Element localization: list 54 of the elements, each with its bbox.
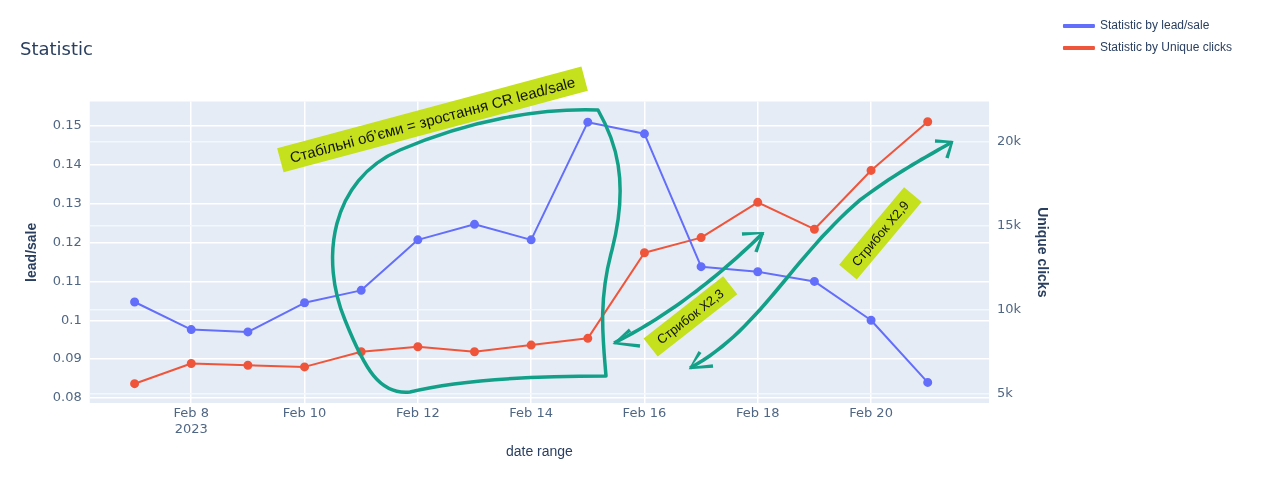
point [356, 285, 366, 295]
point [639, 129, 649, 139]
point [300, 362, 310, 372]
y-tick-label: 0.08 [52, 389, 82, 405]
point [866, 315, 876, 325]
x-tick-label: Feb 20 [849, 405, 893, 421]
x-tick-label: Feb 16 [622, 405, 667, 421]
point [753, 197, 763, 207]
point [186, 359, 196, 369]
point [130, 379, 140, 389]
point [243, 360, 253, 370]
y2-tick-label: 5k [997, 385, 1014, 401]
y-axis-title: lead/sale [23, 222, 40, 282]
point [696, 233, 706, 243]
point [526, 235, 536, 245]
y2-tick-label: 15k [997, 217, 1022, 233]
point [809, 276, 819, 286]
legend-label: Statistic by lead/sale [1099, 18, 1210, 33]
chart-title: Statistic [20, 38, 93, 60]
point [413, 235, 423, 245]
x-tick-label: Feb 14 [509, 405, 553, 421]
point [583, 117, 593, 127]
y2-tick-label: 20k [997, 133, 1022, 149]
y-tick-label: 0.14 [52, 156, 82, 172]
point [696, 262, 706, 272]
point [809, 224, 819, 234]
point [923, 117, 933, 127]
x-tick-label: Feb 18 [735, 405, 780, 421]
point [639, 248, 649, 258]
point [413, 342, 423, 352]
y-tick-label: 0.11 [52, 272, 82, 288]
point [866, 165, 876, 175]
point [923, 377, 933, 387]
point [753, 267, 763, 277]
y-tick-label: 0.1 [61, 311, 82, 327]
point [243, 327, 253, 337]
y-tick-label: 0.13 [52, 195, 82, 211]
point [186, 325, 196, 335]
legend-label: Statistic by Unique clicks [1099, 40, 1232, 55]
x-axis-title: date range [505, 443, 574, 460]
point [526, 340, 536, 350]
y2-axis-title: Unique clicks [1034, 207, 1051, 298]
y2-tick-label: 10k [997, 301, 1022, 317]
y-tick-label: 0.15 [52, 117, 82, 133]
point [583, 333, 593, 343]
x-tick-label: Feb 8 2023 [173, 405, 209, 436]
y-tick-label: 0.09 [52, 350, 82, 366]
point [470, 347, 479, 357]
y-tick-label: 0.12 [52, 233, 82, 249]
point [300, 298, 310, 308]
point [130, 297, 140, 307]
x-tick-label: Feb 12 [396, 405, 440, 421]
x-tick-label: Feb 10 [282, 405, 327, 421]
point [470, 219, 479, 229]
